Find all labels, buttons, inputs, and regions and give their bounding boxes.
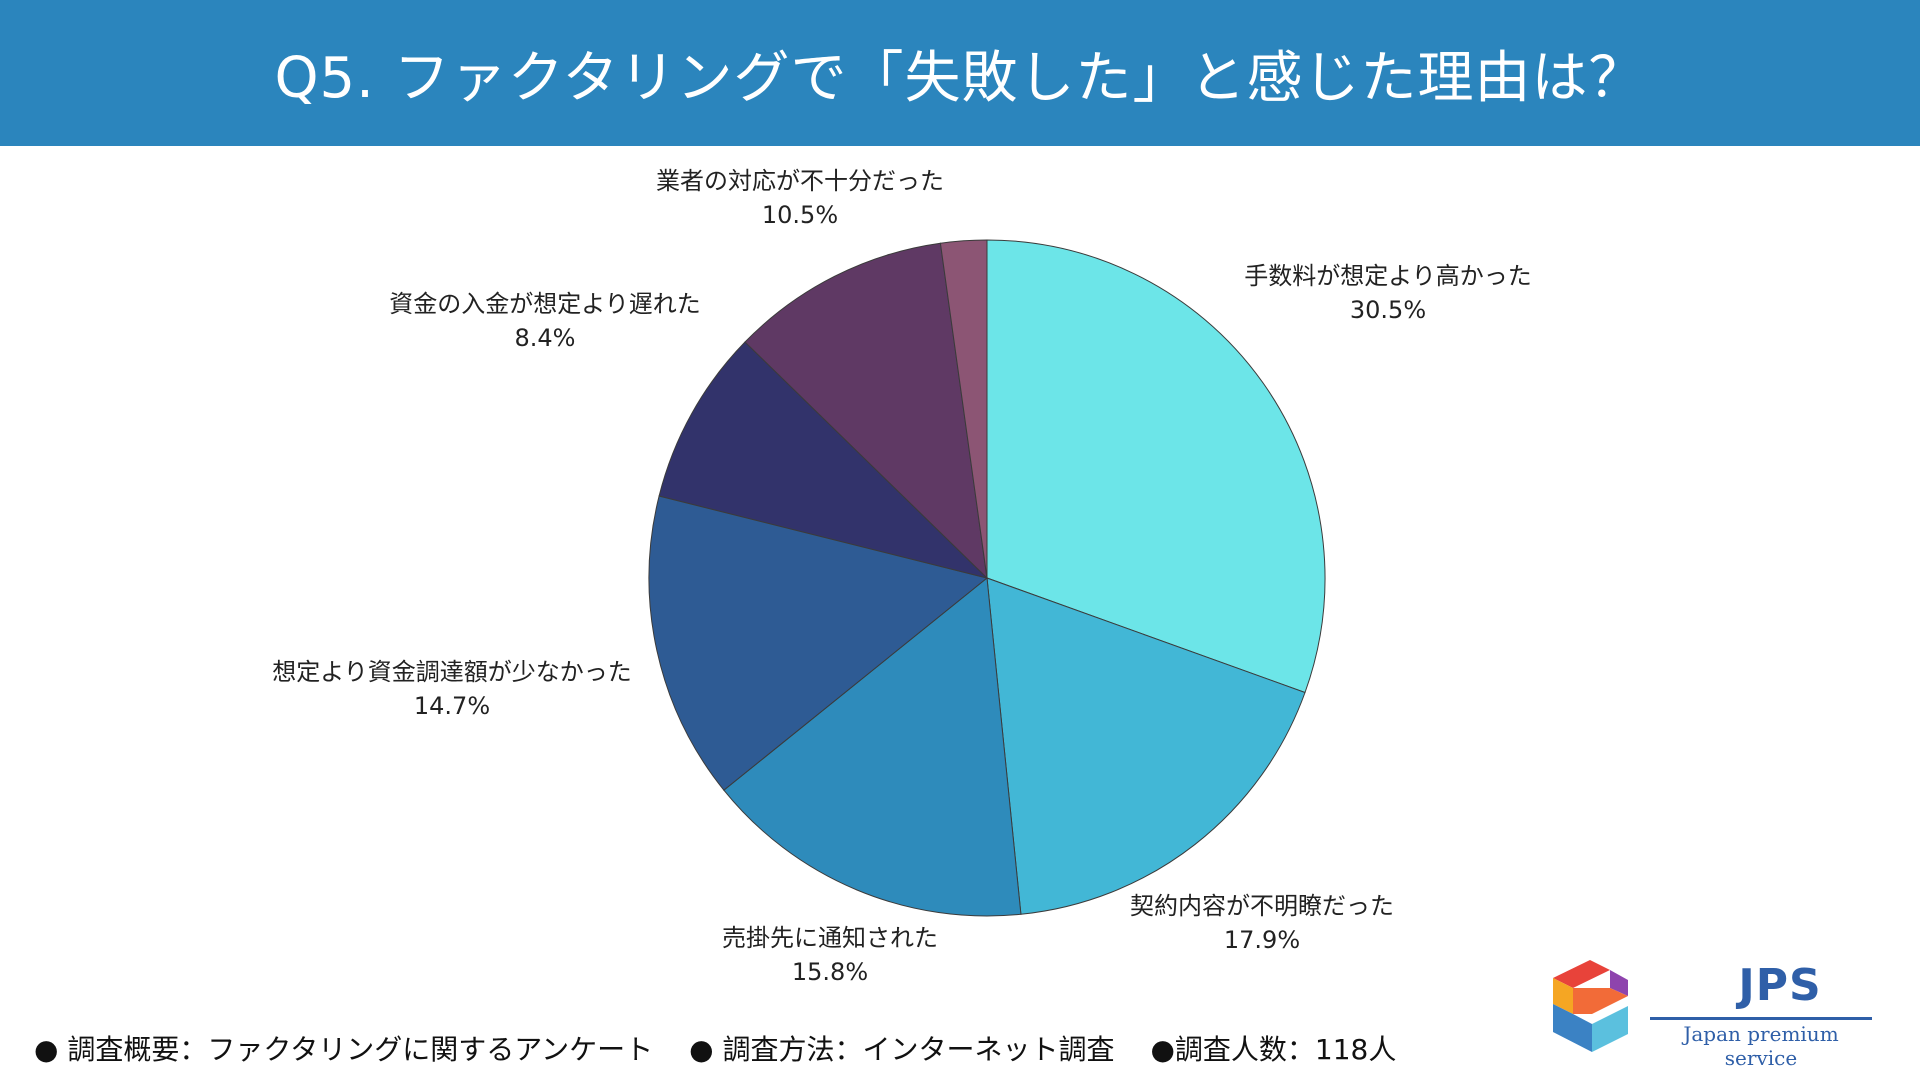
logo-cube-bottom-left <box>1553 1004 1592 1052</box>
pie-slice-6 <box>939 239 988 579</box>
pie-slice-0 <box>986 239 1326 694</box>
logo-divider <box>1650 1017 1872 1020</box>
logo-subtitle: Japan premium service <box>1683 1022 1839 1070</box>
slice-label-4: 資金の入金が想定より遅れた <box>389 290 701 318</box>
logo-cube-mid-left <box>1553 978 1573 1014</box>
pie-slice-3 <box>648 495 989 791</box>
pie-slice-4 <box>658 341 989 579</box>
slice-label-1: 契約内容が不明瞭だった <box>1130 892 1394 920</box>
chart-title: Q5. ファクタリングで「失敗した」と感じた理由は？ <box>274 45 1646 111</box>
slice-value-label-4: 8.4% <box>515 324 576 352</box>
slice-label-0: 手数料が想定より高かった <box>1244 262 1532 290</box>
survey-footer: ● 調査概要：ファクタリングに関するアンケート ● 調査方法：インターネット調査… <box>34 1028 1396 1068</box>
logo-cube-bottom-right <box>1592 1006 1628 1052</box>
pie-chart: 手数料が想定より高かった 30.5% 契約内容が不明瞭だった 17.9% 売掛先に通知さ… <box>272 167 1532 986</box>
slice-label-5: 業者の対応が不十分だった <box>656 167 944 195</box>
pie-slice-5 <box>744 242 988 580</box>
slice-value-label-5: 10.5% <box>762 201 838 229</box>
footer-survey-summary: ● 調査概要：ファクタリングに関するアンケート <box>34 1033 654 1066</box>
logo-cube-mid-right <box>1573 988 1628 1014</box>
pie-slice-1 <box>986 577 1306 915</box>
slice-value-label-3: 14.7% <box>414 692 490 720</box>
slice-value-label-2: 15.8% <box>792 958 868 986</box>
title-bar: Q5. ファクタリングで「失敗した」と感じた理由は？ <box>0 0 1920 146</box>
slice-label-3: 想定より資金調達額が少なかった <box>272 658 632 686</box>
pie-slice-2 <box>723 577 1022 917</box>
slice-value-label-0: 30.5% <box>1350 296 1426 324</box>
logo-cube-top-right <box>1610 970 1628 996</box>
slice-label-2: 売掛先に通知された <box>722 924 938 952</box>
logo-title: JPS <box>1738 960 1822 1011</box>
slice-value-label-1: 17.9% <box>1224 926 1300 954</box>
footer-survey-method: ● 調査方法：インターネット調査 <box>689 1033 1115 1066</box>
jps-logo-mark <box>1553 960 1628 1052</box>
logo-cube-top-left <box>1553 960 1610 988</box>
footer-survey-count: ●調査人数：118人 <box>1150 1033 1397 1066</box>
